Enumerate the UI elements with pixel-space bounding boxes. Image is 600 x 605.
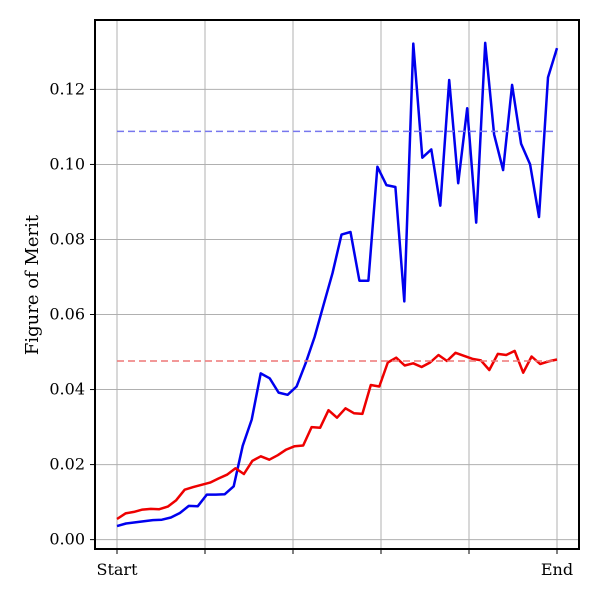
grid xyxy=(95,20,579,549)
y-tick-label: 0.00 xyxy=(49,530,85,549)
plot-frame xyxy=(94,19,580,550)
series-layer xyxy=(116,41,559,528)
y-tick-label: 0.08 xyxy=(49,229,85,248)
y-tick-label: 0.10 xyxy=(49,154,85,173)
series-line-1 xyxy=(116,349,558,521)
y-axis-label: Figure of Merit xyxy=(22,214,43,355)
y-tick-label: 0.02 xyxy=(49,455,85,474)
x-tick-label: Start xyxy=(96,560,138,579)
y-tick-label: 0.06 xyxy=(49,305,85,324)
y-tick-label: 0.12 xyxy=(49,79,85,98)
series-line-0 xyxy=(116,41,559,528)
x-tick-label: End xyxy=(541,560,573,579)
axis-ticks: Start End 0.00 0.02 0.04 0.06 0.08 0.10 0.12 xyxy=(49,79,573,579)
y-tick-label: 0.04 xyxy=(49,380,85,399)
